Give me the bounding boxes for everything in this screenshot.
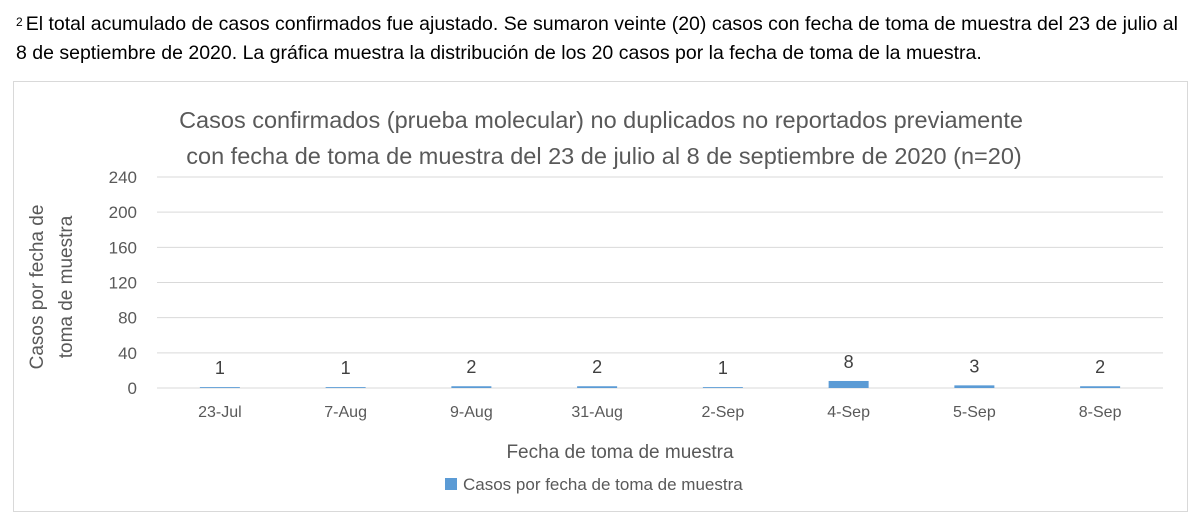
bar [199, 387, 240, 388]
y-tick-label: 80 [118, 309, 137, 328]
data-label: 1 [341, 358, 351, 378]
x-tick-label: 31-Aug [571, 404, 623, 421]
data-label: 2 [592, 357, 602, 377]
y-tick-label: 200 [109, 203, 137, 222]
x-tick-label: 5-Sep [953, 404, 996, 421]
y-axis-label-line2: toma de muestra [56, 215, 77, 358]
chart-title-line1: Casos confirmados (prueba molecular) no … [179, 107, 1023, 133]
x-axis-label: Fecha de toma de muestra [506, 442, 733, 463]
data-labels: 1 1 2 2 1 8 3 2 [215, 352, 1105, 378]
footnote-text: El total acumulado de casos confirmados … [16, 13, 1178, 64]
y-tick-label: 240 [109, 168, 137, 187]
data-label: 3 [969, 356, 979, 376]
gridlines [157, 176, 1163, 389]
footnote: 2 El total acumulado de casos confirmados… [16, 10, 1186, 68]
legend-label: Casos por fecha de toma de muestra [463, 475, 743, 494]
y-tick-label: 0 [128, 379, 137, 398]
bar [954, 385, 995, 388]
bar [1080, 386, 1121, 388]
bar [702, 387, 743, 388]
x-tick-label: 23-Jul [198, 404, 242, 421]
x-tick-label: 4-Sep [827, 404, 870, 421]
y-tick-label: 40 [118, 344, 137, 363]
footnote-marker: 2 [16, 15, 23, 29]
x-tick-label: 9-Aug [450, 404, 493, 421]
x-tick-labels: 23-Jul 7-Aug 9-Aug 31-Aug 2-Sep 4-Sep 5-Sep 8-S… [198, 404, 1121, 421]
data-label: 1 [215, 358, 225, 378]
y-axis-label-line1: Casos por fecha de [27, 205, 48, 370]
legend: Casos por fecha de toma de muestra [445, 475, 743, 494]
bar [577, 386, 618, 388]
data-label: 2 [1095, 357, 1105, 377]
y-tick-labels: 0 40 80 120 160 200 240 [109, 168, 137, 398]
chart-container [13, 81, 1188, 512]
legend-swatch [445, 478, 457, 490]
y-tick-label: 120 [109, 274, 137, 293]
bar [451, 386, 492, 388]
x-tick-label: 8-Sep [1079, 404, 1122, 421]
bar [828, 380, 869, 388]
data-label: 2 [466, 357, 476, 377]
x-tick-label: 7-Aug [324, 404, 367, 421]
data-label: 8 [844, 352, 854, 372]
data-label: 1 [718, 358, 728, 378]
bar [325, 387, 366, 388]
bars [199, 380, 1121, 388]
chart-title-line2: con fecha de toma de muestra del 23 de j… [186, 143, 1021, 169]
x-tick-label: 2-Sep [702, 404, 745, 421]
y-tick-label: 160 [109, 238, 137, 257]
